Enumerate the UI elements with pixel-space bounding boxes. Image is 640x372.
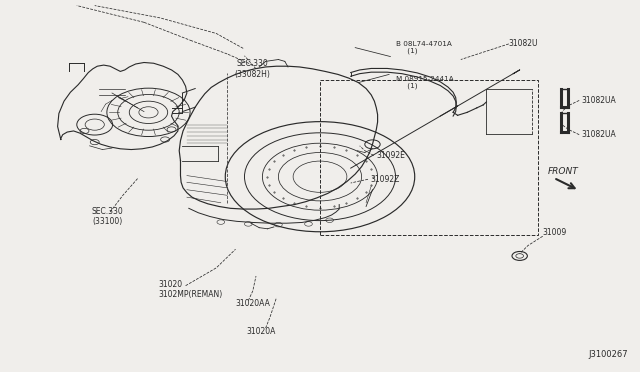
Text: 31082UA: 31082UA	[581, 96, 616, 105]
Text: 31020
3102MP(REMAN): 31020 3102MP(REMAN)	[159, 280, 223, 299]
Text: 31020A: 31020A	[246, 327, 276, 336]
Text: 31082UA: 31082UA	[581, 130, 616, 139]
Text: 31020AA: 31020AA	[236, 299, 270, 308]
Text: M 08915-2441A
     (1): M 08915-2441A (1)	[396, 76, 453, 89]
Text: 31092E: 31092E	[376, 151, 405, 160]
Text: J3100267: J3100267	[589, 350, 628, 359]
Text: SEC.330
(33082H): SEC.330 (33082H)	[235, 59, 271, 78]
Text: 31082U: 31082U	[509, 39, 538, 48]
Text: SEC.330
(33100): SEC.330 (33100)	[92, 207, 124, 226]
Bar	[320, 80, 538, 235]
Text: 31009: 31009	[543, 228, 567, 237]
Text: B 08L74-4701A
     (1): B 08L74-4701A (1)	[396, 41, 451, 54]
Text: FRONT: FRONT	[548, 167, 579, 176]
Text: 31092Z: 31092Z	[370, 175, 399, 184]
